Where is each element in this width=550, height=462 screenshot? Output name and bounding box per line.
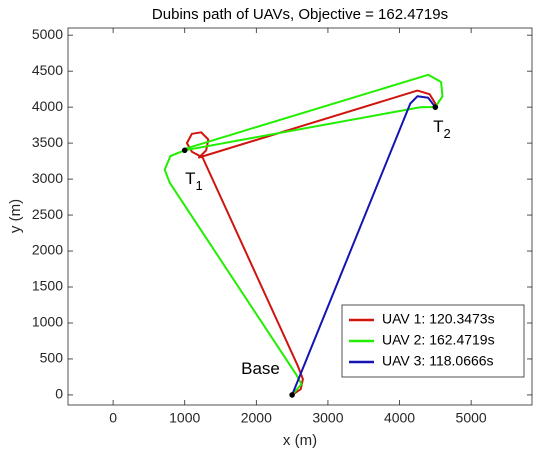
x-tick-label: 5000 (456, 410, 487, 426)
annotation-text: T (433, 118, 443, 137)
waypoint (432, 104, 439, 110)
y-tick-label: 2000 (32, 242, 63, 258)
uav-path (291, 95, 437, 396)
annotation: Base (241, 359, 280, 378)
annotation-text: T (185, 170, 195, 189)
y-axis-label: y (m) (7, 199, 24, 233)
annotation: T1 (185, 170, 203, 194)
chart-title: Dubins path of UAVs, Objective = 162.471… (152, 6, 448, 23)
legend-label: UAV 1: 120.3473s (382, 311, 495, 327)
annotation: T2 (433, 118, 451, 142)
x-tick-label: 1000 (169, 410, 200, 426)
y-tick-label: 1500 (32, 278, 63, 294)
x-tick-label: 0 (109, 410, 117, 426)
y-tick-label: 2500 (32, 206, 63, 222)
waypoint (181, 147, 188, 154)
y-tick-label: 5000 (32, 26, 63, 42)
waypoint (289, 392, 295, 398)
y-tick-label: 0 (55, 386, 63, 402)
x-tick-label: 2000 (241, 410, 272, 426)
y-tick-label: 4000 (32, 98, 63, 114)
x-axis-label: x (m) (283, 432, 317, 449)
legend-label: UAV 3: 118.0666s (382, 353, 494, 369)
x-tick-label: 4000 (384, 410, 415, 426)
y-tick-label: 3500 (32, 134, 63, 150)
annotation-subscript: 1 (195, 179, 202, 194)
x-tick-label: 3000 (312, 410, 343, 426)
annotation-subscript: 2 (444, 127, 451, 142)
y-tick-label: 1000 (32, 314, 63, 330)
legend-label: UAV 2: 162.4719s (382, 332, 495, 348)
y-tick-label: 500 (40, 350, 64, 366)
annotation-text: Base (241, 359, 280, 378)
y-tick-label: 3000 (32, 170, 63, 186)
y-tick-label: 4500 (32, 62, 63, 78)
